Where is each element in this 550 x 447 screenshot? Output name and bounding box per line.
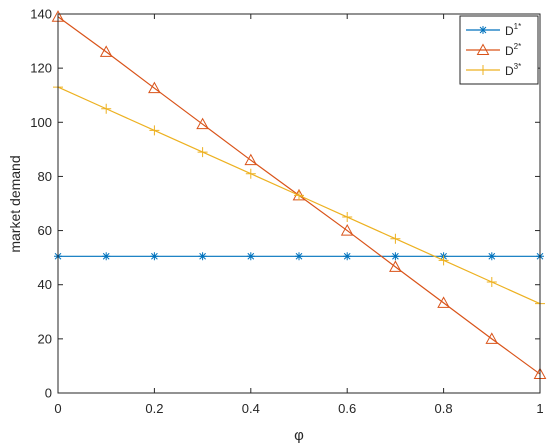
legend-label-superscript: 3* — [514, 62, 522, 71]
series-3 — [53, 82, 545, 309]
series-1-point — [150, 252, 159, 261]
series-2-point — [244, 153, 258, 166]
series-1-point — [343, 252, 352, 261]
series-3-point — [197, 147, 208, 158]
series-3-point — [101, 103, 112, 114]
legend-marker — [479, 26, 487, 34]
series-2-point — [437, 296, 450, 308]
series-2-point — [148, 81, 161, 94]
series-3-point — [342, 212, 353, 223]
series-layer — [51, 10, 547, 380]
x-tick-label: 0 — [54, 401, 61, 416]
series-3-point — [390, 233, 401, 244]
ticks: 0 0.2 0.4 0.6 0.8 1 0 20 40 60 80 100 120 140 — [30, 7, 543, 417]
y-tick-label: 20 — [38, 331, 52, 346]
y-tick-label: 60 — [38, 223, 52, 238]
series-1-point — [295, 252, 303, 261]
x-axis-label: φ — [294, 427, 304, 444]
series-3-point — [294, 190, 304, 201]
y-tick-label: 40 — [38, 277, 52, 292]
x-tick-label: 0.8 — [435, 401, 453, 416]
x-tick-label: 1 — [536, 401, 543, 416]
series-3-point — [245, 168, 256, 179]
series-1-point — [487, 252, 496, 261]
legend-label-superscript: 2* — [514, 42, 522, 51]
y-tick-label: 140 — [30, 7, 52, 22]
legend-marker — [478, 65, 488, 75]
x-tick-label: 0.2 — [145, 401, 163, 416]
y-tick-label: 100 — [30, 115, 52, 130]
x-tick-label: 0.6 — [338, 401, 356, 416]
series-3-point — [149, 125, 160, 136]
axes-box — [57, 13, 541, 394]
series-3-point — [486, 277, 497, 288]
series-1-point — [246, 252, 255, 261]
series-2-point — [99, 45, 113, 57]
legend: D1*D2*D3* — [459, 15, 539, 85]
series-1-point — [198, 252, 207, 261]
x-tick-label: 0.4 — [242, 401, 260, 416]
series-1-point — [102, 252, 111, 261]
y-tick-label: 120 — [30, 61, 52, 76]
series-2-point — [196, 117, 209, 130]
axes — [57, 13, 541, 394]
series-1-point — [391, 252, 400, 261]
series-2-point — [485, 332, 499, 344]
series-3-point — [438, 255, 449, 266]
legend-label-superscript: 1* — [514, 22, 522, 31]
y-tick-label: 80 — [38, 169, 52, 184]
series-2-point — [340, 224, 354, 236]
y-tick-label: 0 — [45, 386, 52, 401]
series-2-point — [389, 260, 402, 272]
legend-marker — [476, 43, 490, 55]
y-axis-label: market demand — [7, 155, 23, 252]
